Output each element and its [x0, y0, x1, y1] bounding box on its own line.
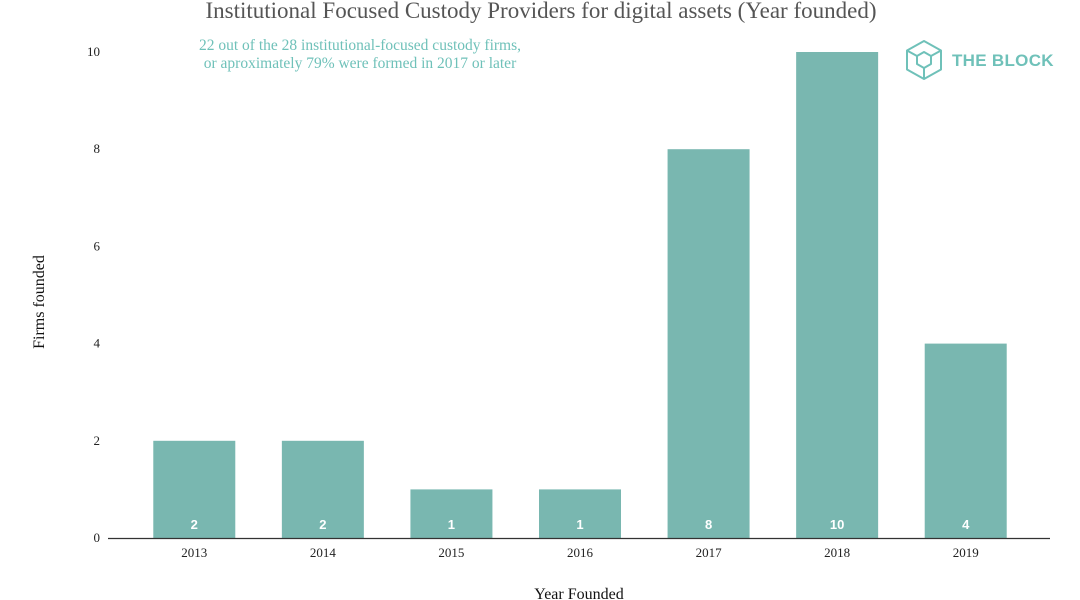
y-tick-label-5: 10	[87, 44, 100, 59]
chart-annotation-line-2: or aproximately 79% were formed in 2017 …	[204, 55, 517, 72]
brand-name: THE BLOCK	[952, 51, 1054, 70]
y-tick-label-2: 4	[94, 336, 101, 351]
bar-series	[153, 52, 1007, 538]
y-tick-label-1: 2	[94, 433, 101, 448]
x-tick-label-2015: 2015	[438, 545, 464, 560]
x-tick-label-2017: 2017	[696, 545, 723, 560]
data-label-2013: 2	[191, 517, 198, 532]
y-tick-label-4: 8	[94, 141, 101, 156]
data-label-2017: 8	[705, 517, 712, 532]
x-axis-label: Year Founded	[534, 586, 623, 600]
bar-2014	[281, 440, 364, 538]
bar-2017	[667, 149, 750, 538]
x-tick-label-2016: 2016	[567, 545, 594, 560]
brand-logo: THE BLOCK	[906, 40, 1054, 80]
bar-2018	[796, 52, 879, 538]
bar-data-labels: 2 2 1 1 8 10 4	[191, 517, 970, 532]
data-label-2018: 10	[830, 517, 844, 532]
data-label-2019: 4	[962, 517, 970, 532]
x-tick-label-2013: 2013	[181, 545, 207, 560]
data-label-2014: 2	[319, 517, 326, 532]
bar-2019	[924, 343, 1007, 538]
y-tick-label-0: 0	[94, 530, 101, 545]
bar-2015	[410, 489, 493, 538]
bar-2016	[539, 489, 621, 538]
data-label-2015: 1	[448, 517, 455, 532]
x-tick-label-2019: 2019	[953, 545, 979, 560]
x-tick-label-2018: 2018	[824, 545, 850, 560]
x-axis-ticks: 2013 2014 2015 2016 2017 2018 2019	[181, 545, 978, 560]
data-label-2016: 1	[576, 517, 583, 532]
bar-2013	[153, 440, 236, 538]
chart-annotation-line-1: 22 out of the 28 institutional-focused c…	[199, 37, 521, 54]
y-axis-label: Firms founded	[31, 255, 48, 349]
chart-title: Institutional Focused Custody Providers …	[206, 0, 877, 23]
cube-hexagon-icon	[906, 40, 942, 80]
y-axis-ticks: 0 2 4 6 8 10	[87, 44, 101, 545]
y-tick-label-3: 6	[94, 238, 101, 253]
x-tick-label-2014: 2014	[310, 545, 337, 560]
